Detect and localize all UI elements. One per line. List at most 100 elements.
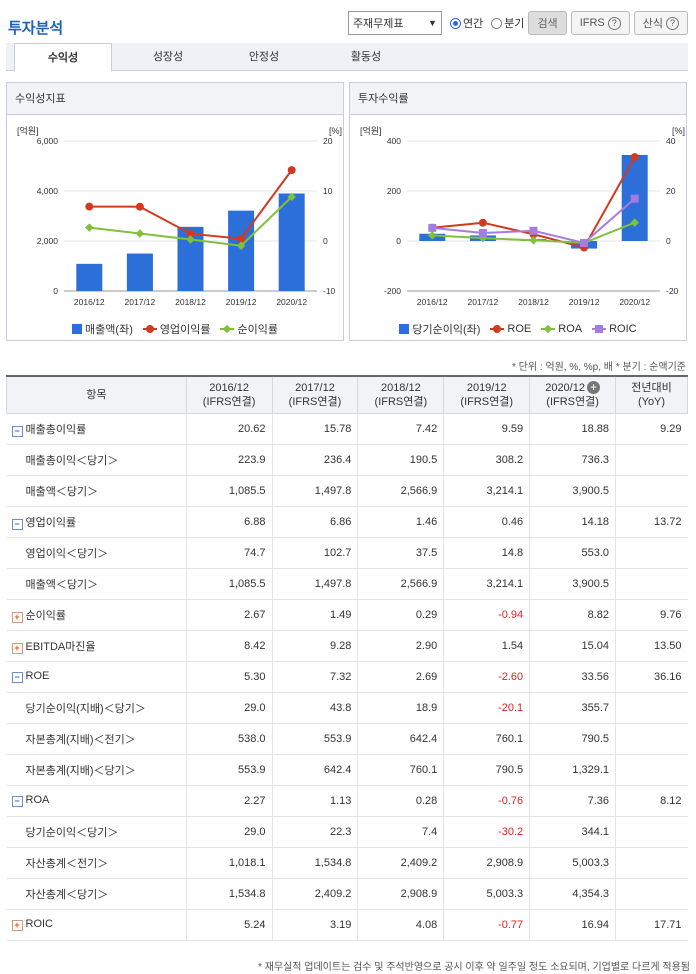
row-label-cell[interactable]: + EBITDA마진율: [6, 630, 187, 662]
tab-profitability[interactable]: 수익성: [14, 43, 112, 72]
series-point: [478, 218, 487, 227]
row-label-cell[interactable]: − ROE: [6, 661, 187, 693]
x-tick-label: 2018/12: [175, 297, 206, 307]
legend-label: ROE: [507, 323, 532, 335]
right-axis-unit: [%]: [329, 126, 342, 136]
value-cell: 3,214.1: [443, 568, 530, 600]
value-cell: 0.28: [357, 785, 444, 817]
formula-button[interactable]: 산식?: [633, 11, 688, 35]
report-type-select[interactable]: 주재무제표 ▼: [347, 11, 442, 35]
series-point: [529, 236, 538, 245]
legend-item[interactable]: ROE: [490, 321, 531, 337]
row-label-cell: 매출액＜당기＞: [6, 475, 187, 507]
ifrs-button[interactable]: IFRS?: [570, 11, 630, 35]
tab-stability[interactable]: 안정성: [248, 51, 280, 63]
basis-label: (IFRS연결): [288, 395, 342, 408]
item-header: 항목: [6, 375, 187, 414]
value-cell: 16.94: [529, 909, 616, 941]
tab-activity[interactable]: 활동성: [350, 51, 382, 63]
bar-2016/12: [76, 263, 103, 291]
table-row: 매출액＜당기＞ 1,085.5 1,497.8 2,566.9 3,214.1 3,900…: [6, 475, 688, 507]
value-cell: 2.69: [357, 661, 444, 693]
value-cell: 1,534.8: [185, 878, 273, 910]
value-cell: 736.3: [529, 444, 616, 476]
collapse-icon[interactable]: −: [11, 425, 23, 437]
yoy-cell: 8.12: [615, 785, 688, 817]
yoy-label: 전년대비: [631, 381, 672, 394]
legend-item[interactable]: ROIC: [592, 321, 637, 337]
value-cell: 760.1: [443, 723, 530, 755]
period-header: 2020/12 + (IFRS연결): [529, 375, 617, 414]
series-point: [236, 241, 246, 250]
expand-icon[interactable]: +: [11, 920, 23, 931]
legend-bar-swatch: [399, 324, 410, 334]
row-label-cell[interactable]: + 순이익률: [6, 599, 187, 631]
row-label-cell: 당기순이익＜당기＞: [6, 816, 187, 848]
add-column-icon[interactable]: +: [586, 380, 600, 394]
value-cell: 642.4: [357, 723, 444, 755]
row-label-cell: 자산총계＜전기＞: [6, 847, 187, 879]
tab-bar: 수익성 성장성 안정성 활동성: [6, 43, 688, 72]
series-point: [135, 202, 144, 211]
row-label: 순이익률: [25, 609, 66, 622]
legend-label: 순이익률: [237, 324, 278, 336]
basis-label: (IFRS연결): [202, 395, 256, 408]
left-tick-label: 6,000: [37, 136, 59, 146]
legend-item[interactable]: 영업이익률: [142, 321, 211, 337]
expand-icon[interactable]: +: [11, 642, 23, 654]
value-cell: -30.2: [443, 816, 530, 848]
left-tick-label: 2,000: [37, 236, 59, 246]
value-cell: 553.9: [185, 754, 273, 786]
expand-icon[interactable]: +: [11, 611, 23, 623]
value-cell: 15.04: [529, 630, 616, 662]
tab-growth[interactable]: 성장성: [152, 51, 184, 63]
row-label-cell[interactable]: − 영업이익률: [6, 506, 187, 538]
yoy-cell: [615, 444, 688, 476]
left-tick-label: 0: [53, 286, 58, 296]
row-label-cell: 자본총계(지배)＜당기＞: [6, 754, 187, 786]
yoy-cell: 9.76: [615, 599, 688, 631]
value-cell: 3,214.1: [443, 475, 530, 507]
radio-quarter[interactable]: 분기: [491, 15, 524, 31]
row-label: 영업이익률: [25, 516, 77, 529]
series-point: [186, 235, 195, 244]
legend-label: 영업이익률: [159, 324, 211, 336]
legend-item[interactable]: 매출액(좌): [72, 321, 133, 337]
right-tick-label: 10: [323, 186, 333, 196]
legend-item[interactable]: 당기순이익(좌): [399, 321, 480, 337]
series-point: [85, 223, 94, 232]
row-label-cell[interactable]: − ROA: [6, 785, 187, 817]
value-cell: 14.8: [443, 537, 530, 569]
radio-annual[interactable]: 연간: [449, 15, 483, 31]
row-label: 자산총계＜당기＞: [25, 888, 109, 901]
row-label: 매출총이익＜당기＞: [25, 454, 119, 467]
period-header: 2019/12 (IFRS연결): [443, 375, 531, 414]
yoy-sub-label: (YoY): [637, 395, 666, 408]
row-label: 자본총계(지배)＜전기＞: [25, 733, 136, 746]
value-cell: 553.9: [271, 723, 358, 755]
collapse-icon[interactable]: −: [11, 796, 23, 807]
series-point: [135, 229, 145, 238]
search-button[interactable]: 검색: [528, 11, 567, 35]
legend-item[interactable]: 순이익률: [220, 321, 278, 337]
value-cell: 6.88: [185, 506, 273, 538]
value-cell: -0.76: [443, 785, 530, 817]
row-label-cell[interactable]: − 매출총이익률: [6, 413, 187, 445]
collapse-icon[interactable]: −: [11, 672, 23, 683]
legend-label: 당기순이익(좌): [412, 324, 481, 336]
collapse-icon[interactable]: −: [11, 518, 23, 530]
row-label-cell: 매출액＜당기＞: [6, 568, 187, 600]
legend-item[interactable]: ROA: [541, 321, 582, 337]
value-cell: 2,409.2: [271, 878, 358, 910]
period-header: 2016/12 (IFRS연결): [185, 375, 273, 414]
chart-legend: 매출액(좌) 영업이익률 순이익률: [7, 321, 343, 337]
table-row: 당기순이익(지배)＜당기＞ 29.0 43.8 18.9 -20.1 355.7: [6, 692, 688, 724]
top-controls: 주재무제표 ▼ 연간 분기 검색 IFRS? 산식?: [347, 11, 688, 35]
row-label-cell: 매출총이익＜당기＞: [6, 444, 187, 476]
row-label-cell[interactable]: + ROIC: [6, 909, 187, 941]
table-row: 영업이익＜당기＞ 74.7 102.7 37.5 14.8 553.0: [6, 537, 688, 569]
value-cell: 355.7: [529, 692, 616, 724]
table-row: 자본총계(지배)＜전기＞ 538.0 553.9 642.4 760.1 790.5: [6, 723, 688, 755]
table-row: 매출총이익＜당기＞ 223.9 236.4 190.5 308.2 736.3: [6, 444, 688, 476]
yoy-cell: 36.16: [615, 661, 688, 693]
